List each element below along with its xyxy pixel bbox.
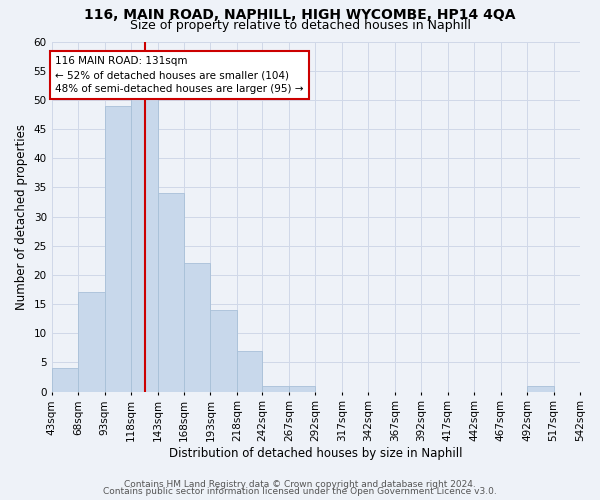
Bar [78, 292, 104, 392]
Bar [52, 368, 78, 392]
Bar [289, 386, 316, 392]
Bar [104, 106, 131, 392]
Bar [237, 351, 262, 392]
Bar [262, 386, 289, 392]
Y-axis label: Number of detached properties: Number of detached properties [15, 124, 28, 310]
Text: 116 MAIN ROAD: 131sqm
← 52% of detached houses are smaller (104)
48% of semi-det: 116 MAIN ROAD: 131sqm ← 52% of detached … [55, 56, 304, 94]
Bar [158, 193, 184, 392]
Text: Size of property relative to detached houses in Naphill: Size of property relative to detached ho… [130, 18, 470, 32]
Text: Contains HM Land Registry data © Crown copyright and database right 2024.: Contains HM Land Registry data © Crown c… [124, 480, 476, 489]
Text: 116, MAIN ROAD, NAPHILL, HIGH WYCOMBE, HP14 4QA: 116, MAIN ROAD, NAPHILL, HIGH WYCOMBE, H… [84, 8, 516, 22]
Text: Contains public sector information licensed under the Open Government Licence v3: Contains public sector information licen… [103, 487, 497, 496]
Bar [527, 386, 554, 392]
X-axis label: Distribution of detached houses by size in Naphill: Distribution of detached houses by size … [169, 447, 463, 460]
Bar [211, 310, 237, 392]
Bar [131, 94, 158, 392]
Bar [184, 264, 211, 392]
